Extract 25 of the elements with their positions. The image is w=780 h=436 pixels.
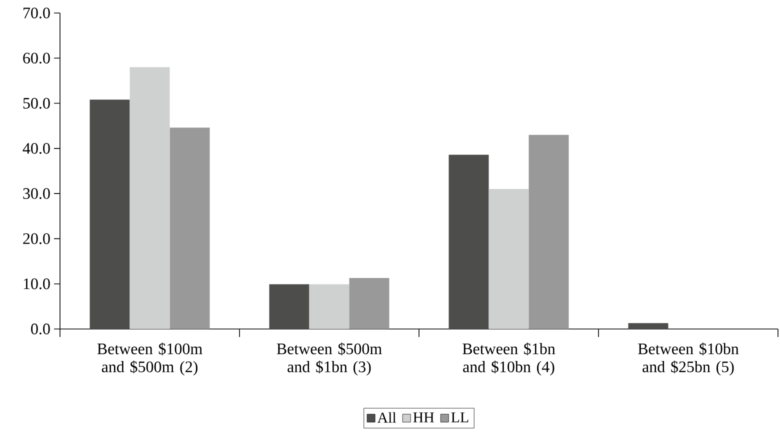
bar (448, 154, 489, 329)
bar (130, 67, 170, 329)
y-tick-label: 50.0 (23, 98, 50, 109)
y-tick-label: 40.0 (22, 143, 50, 154)
y-tick-label: 70.0 (24, 8, 50, 18)
y-tick-label: 10.0 (24, 278, 50, 290)
x-tick-label: Between $1bn and $10bn (4) (462, 342, 556, 376)
bar (90, 100, 130, 329)
bar (488, 189, 529, 329)
bar (349, 278, 390, 329)
bar (628, 323, 668, 329)
y-tick-label: 30.0 (23, 188, 50, 199)
legend-label: LL (451, 412, 468, 422)
y-tick-label: 0.0 (31, 324, 50, 334)
bar (528, 134, 569, 329)
legend-label: All (377, 412, 396, 423)
y-tick-label: 20.0 (23, 233, 50, 244)
bar (309, 284, 350, 329)
x-tick-label: Between $100m and $500m (2) (97, 342, 202, 376)
bar (269, 284, 310, 329)
y-tick-label: 60.0 (23, 52, 50, 64)
legend-label: HH (413, 412, 434, 422)
bar (170, 128, 210, 329)
x-tick-label: Between $10bn and $25bn (5) (638, 342, 739, 376)
x-tick-label: Between $500m and $1bn (3) (276, 342, 382, 376)
